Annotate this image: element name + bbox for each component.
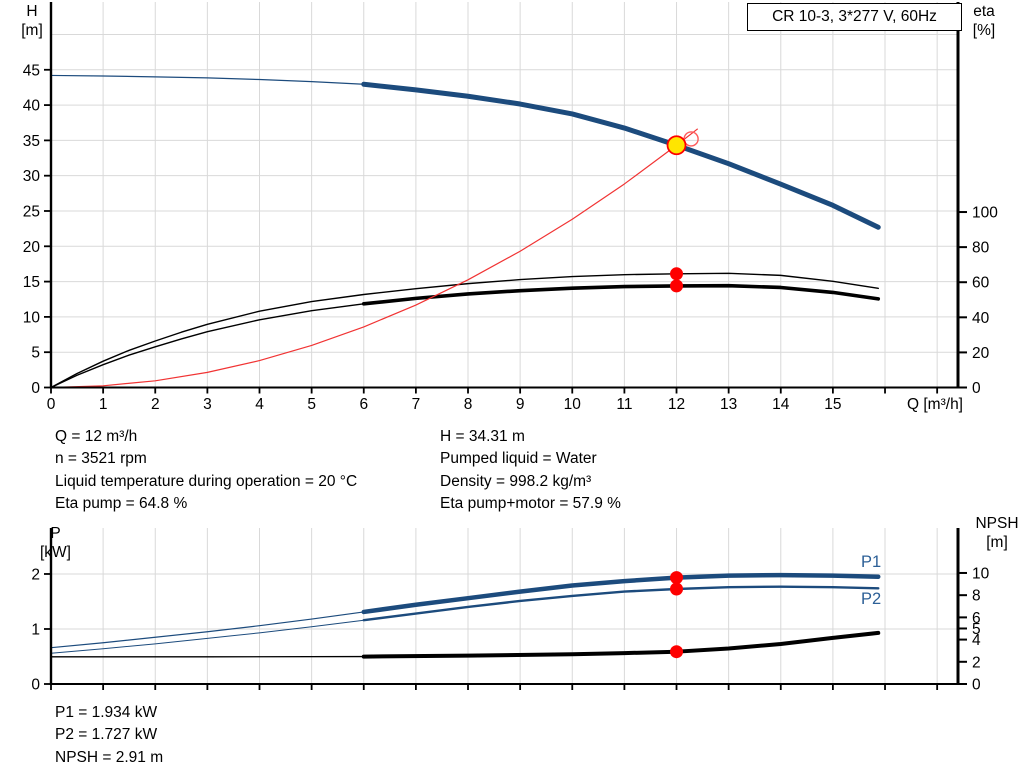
y-left-tick-label: 5 bbox=[31, 345, 40, 362]
x-tick-label: 2 bbox=[151, 396, 160, 413]
y-left-tick-label: 35 bbox=[23, 133, 40, 150]
npsh-axis-title-line1: NPSH bbox=[975, 515, 1019, 532]
head-curve bbox=[50, 74, 365, 85]
x-tick-label: 7 bbox=[412, 396, 421, 413]
info-flow: Q = 12 m³/h bbox=[55, 428, 138, 445]
p1-curve bbox=[361, 572, 881, 615]
info-pumped-liquid: Pumped liquid = Water bbox=[440, 450, 597, 468]
info-p1: P1 = 1.934 kW bbox=[55, 704, 158, 721]
eta-pump-curve bbox=[50, 272, 879, 389]
x-tick-label: 8 bbox=[464, 396, 473, 413]
y-left-tick-label: 10 bbox=[23, 309, 41, 326]
x-tick-label: 12 bbox=[668, 396, 685, 413]
y-right-tick-label: 6 bbox=[972, 610, 981, 627]
npsh-axis-title-line2: [m] bbox=[986, 534, 1008, 551]
eta-axis-title-line2: [%] bbox=[972, 22, 996, 39]
head-axis-title-line2: [m] bbox=[21, 22, 43, 39]
info-eta-pump: Eta pump = 64.8 % bbox=[55, 495, 188, 513]
p1-label: P1 bbox=[861, 553, 881, 571]
y-right-tick-label: 4 bbox=[972, 632, 981, 649]
head-curve bbox=[361, 81, 881, 230]
y-left-tick-label: 20 bbox=[23, 239, 41, 256]
y-right-tick-label: 5 bbox=[972, 621, 981, 638]
y-right-tick-label: 80 bbox=[972, 240, 990, 257]
p1-point bbox=[670, 571, 684, 585]
info-liquid-temperature: Liquid temperature during operation = 20… bbox=[55, 472, 358, 490]
x-tick-label: 14 bbox=[772, 396, 790, 413]
x-tick-label: 6 bbox=[359, 396, 368, 413]
head-axis-title: H [m] bbox=[10, 2, 54, 40]
power-info-block: P1 = 1.934 kW P2 = 1.727 kW NPSH = 2.91 … bbox=[55, 702, 163, 769]
y-right-tick-label: 40 bbox=[972, 310, 990, 327]
y-right-tick-label: 60 bbox=[972, 275, 990, 292]
p1-curve bbox=[50, 611, 365, 649]
y-right-tick-label: 100 bbox=[972, 205, 998, 222]
npsh-curve bbox=[361, 630, 881, 659]
eta-axis-title: eta [%] bbox=[965, 2, 1003, 40]
p2-curve bbox=[50, 619, 365, 654]
power-axis-title-line2: [kW] bbox=[40, 544, 71, 561]
duty-info-left: Q = 12 m³/h n = 3521 rpm Liquid temperat… bbox=[55, 426, 357, 516]
y-right-tick-label: 0 bbox=[972, 380, 981, 397]
y-left-tick-label: 0 bbox=[31, 677, 40, 694]
p2-point bbox=[670, 582, 684, 596]
p2-label: P2 bbox=[861, 590, 881, 608]
x-tick-label: 1 bbox=[99, 396, 108, 413]
power-axis-title: P [kW] bbox=[28, 524, 83, 562]
npsh-point bbox=[670, 645, 684, 659]
y-right-tick-label: 10 bbox=[972, 565, 990, 582]
info-head: H = 34.31 m bbox=[440, 428, 525, 445]
x-tick-label: 5 bbox=[307, 396, 316, 413]
x-tick-label: 13 bbox=[720, 396, 737, 413]
p2-curve bbox=[362, 585, 880, 622]
duty-info-right: H = 34.31 m Pumped liquid = Water Densit… bbox=[440, 426, 621, 516]
x-tick-label: 0 bbox=[47, 396, 56, 413]
y-left-tick-label: 40 bbox=[23, 98, 41, 115]
y-left-tick-label: 15 bbox=[23, 274, 40, 291]
x-tick-label: 15 bbox=[824, 396, 841, 413]
system-curve bbox=[50, 128, 698, 389]
eta-axis-title-line1: eta bbox=[973, 3, 995, 20]
info-p2: P2 = 1.727 kW bbox=[55, 726, 158, 744]
x-tick-label: 3 bbox=[203, 396, 212, 413]
eta-pump-motor-point bbox=[670, 279, 684, 293]
npsh-axis-title: NPSH [m] bbox=[969, 514, 1024, 552]
duty-point[interactable] bbox=[666, 135, 687, 156]
info-eta-pump-motor: Eta pump+motor = 57.9 % bbox=[440, 495, 621, 513]
y-left-tick-label: 45 bbox=[23, 62, 40, 79]
x-tick-label: 10 bbox=[564, 396, 582, 413]
y-left-tick-label: 2 bbox=[31, 566, 40, 583]
y-left-tick-label: 1 bbox=[31, 621, 40, 638]
y-right-tick-label: 20 bbox=[972, 345, 990, 362]
eta-pump-motor-curve bbox=[50, 303, 365, 389]
power-axis-title-line1: P bbox=[50, 525, 61, 542]
y-right-tick-label: 2 bbox=[972, 654, 981, 671]
pump-title-box: CR 10-3, 3*277 V, 60Hz bbox=[747, 3, 962, 31]
x-tick-label: 9 bbox=[516, 396, 525, 413]
x-axis-unit-label: Q [m³/h] bbox=[907, 396, 963, 413]
head-axis-title-line1: H bbox=[26, 3, 38, 20]
info-speed: n = 3521 rpm bbox=[55, 450, 147, 468]
y-left-tick-label: 30 bbox=[23, 168, 41, 185]
x-tick-label: 11 bbox=[616, 396, 632, 413]
info-npsh: NPSH = 2.91 m bbox=[55, 748, 164, 766]
x-tick-label: 4 bbox=[255, 396, 264, 413]
eta-pump-motor-curve bbox=[361, 283, 881, 306]
y-right-tick-label: 8 bbox=[972, 588, 981, 605]
y-left-tick-label: 0 bbox=[31, 380, 40, 397]
eta-pump-point bbox=[670, 267, 684, 281]
info-density: Density = 998.2 kg/m³ bbox=[440, 472, 592, 490]
y-right-tick-label: 0 bbox=[972, 677, 981, 694]
y-left-tick-label: 25 bbox=[23, 203, 40, 220]
